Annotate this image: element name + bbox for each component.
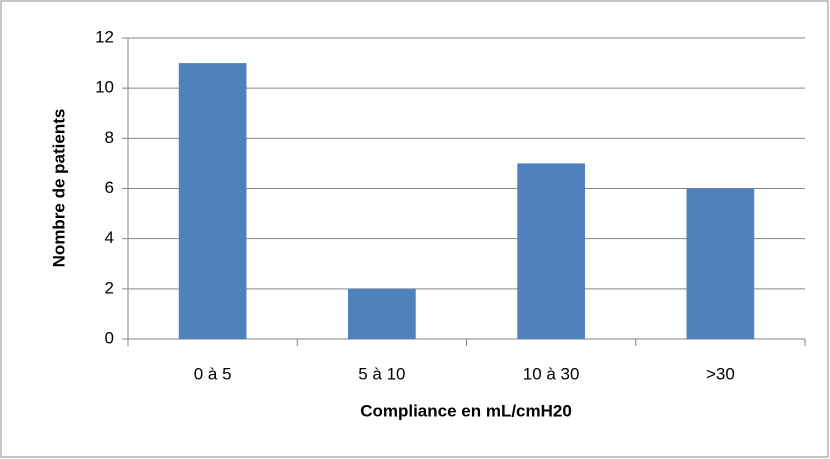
y-axis-title: Nombre de patients bbox=[49, 109, 68, 268]
y-tick-label: 12 bbox=[95, 27, 114, 46]
x-tick-label: 10 à 30 bbox=[523, 364, 580, 383]
y-tick-label: 4 bbox=[105, 228, 114, 247]
y-tick-label: 0 bbox=[105, 328, 114, 347]
bar bbox=[178, 63, 247, 339]
x-tick-label: >30 bbox=[706, 364, 735, 383]
bar bbox=[348, 288, 416, 339]
x-tick-label: 5 à 10 bbox=[358, 364, 405, 383]
y-tick-label: 10 bbox=[95, 78, 114, 97]
x-axis-title: Compliance en mL/cmH20 bbox=[360, 401, 572, 420]
bar bbox=[517, 163, 585, 339]
y-tick-label: 6 bbox=[105, 178, 114, 197]
x-tick-label: 0 à 5 bbox=[194, 364, 232, 383]
bar bbox=[686, 188, 755, 339]
y-tick-label: 8 bbox=[105, 128, 114, 147]
y-tick-label: 2 bbox=[105, 278, 114, 297]
